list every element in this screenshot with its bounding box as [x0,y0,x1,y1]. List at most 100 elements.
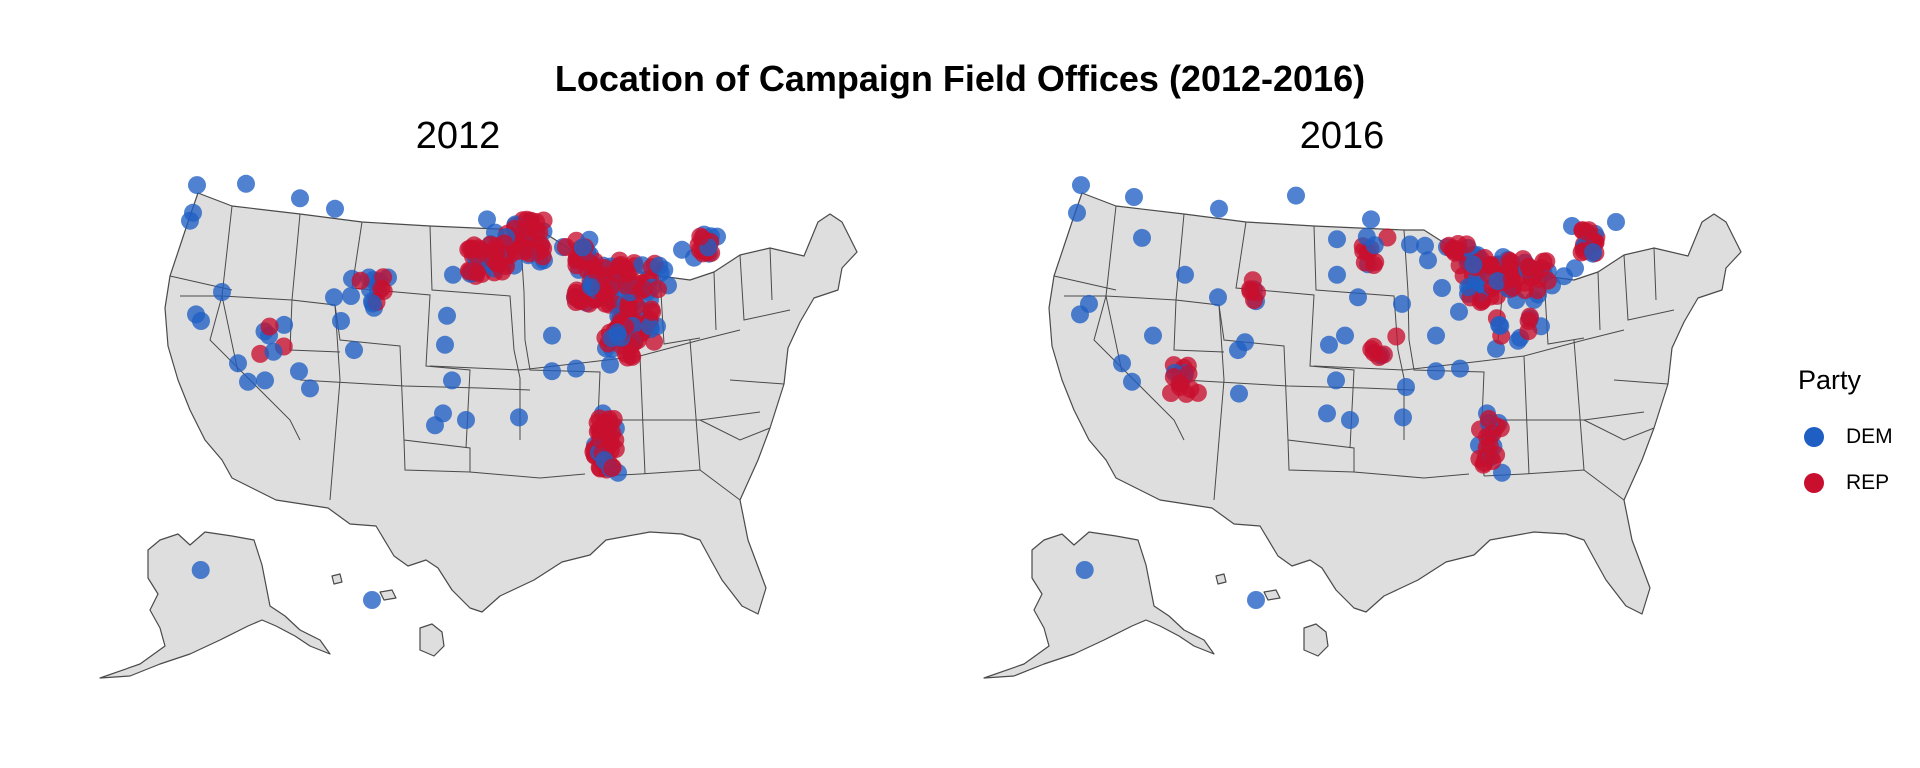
state-border [429,225,521,440]
chart-title: Location of Campaign Field Offices (2012… [554,58,1366,99]
state-border [1597,271,1601,331]
dem-office-point [239,372,257,391]
legend-title: Party [1798,365,1862,395]
dem-office-point [1459,278,1478,297]
dem-office-point [332,312,350,330]
dem-office-point [673,240,691,259]
dem-office-point [1318,404,1336,423]
dem-office-point [256,371,274,390]
legend-item-dem: DEM [1798,414,1908,460]
dem-office-point [1464,255,1483,274]
state-border [739,254,791,321]
dem-office-point [264,342,283,361]
dem-office-point [582,278,600,297]
dem-office-point [543,326,561,345]
state-border [1653,247,1657,301]
dem-office-point [1393,294,1411,313]
state-border [403,439,471,473]
dem-office-point [1451,359,1469,378]
state-border [713,271,717,331]
state-border [1583,419,1655,441]
state-border [689,339,701,471]
dem-office-point [1072,176,1090,195]
dem-office-point [181,211,199,230]
points-2012 [181,174,726,609]
hawaii-outline [1303,623,1329,657]
state-border [1623,254,1675,321]
dem-office-point [650,256,669,275]
state-border [1175,213,1470,479]
dem-office-point [1287,186,1305,205]
dem-office-point [510,408,528,427]
state-border [639,355,646,475]
dem-office-point [188,176,206,195]
dem-office-point [1357,227,1376,246]
rep-office-point [1444,241,1463,260]
dem-office-point [567,359,585,378]
alaska-outline [99,531,331,679]
conus-outline [1048,192,1742,615]
state-border [329,304,341,501]
dem-office-point [363,591,381,609]
dem-office-point [1394,408,1412,427]
dem-office-point [1362,210,1380,229]
dem-office-point [301,379,319,398]
rep-office-point [588,413,607,432]
rep-office-point [1520,307,1539,326]
rep-office-point [1364,337,1383,356]
dem-office-point [641,317,659,336]
dem-office-point [229,354,247,373]
alaska-outline [983,531,1215,679]
state-border [1213,304,1225,501]
state-border [1523,355,1530,475]
dem-office-point [1123,372,1141,391]
dem-office-point [1230,384,1248,403]
state-border [1613,379,1669,385]
rep-office-point [622,346,641,365]
legend: Party DEM REP [1798,365,1908,506]
points-2016 [1068,176,1625,609]
dem-office-point [326,199,344,218]
dem-office-point [1401,235,1419,254]
rep-office-point [642,300,661,319]
dem-office-point [1113,354,1131,373]
rep-office-point [374,282,393,301]
hawaii-islet [1263,589,1281,601]
dem-office-point [290,362,308,381]
dem-office-point [213,283,231,301]
state-border [1313,329,1625,371]
rep-office-point [251,344,270,363]
rep-office-point [1245,291,1263,310]
rep-office-point [1534,252,1553,271]
rep-office-point [1528,281,1547,300]
rep-office-point [556,238,575,256]
state-border [699,419,771,441]
legend-key-rep [1804,473,1824,493]
rep-office-point [1478,427,1496,446]
dem-office-point [1419,251,1437,270]
dem-office-point [1341,411,1359,429]
rep-office-point [520,244,539,263]
state-border [769,247,773,301]
rep-office-point [1243,271,1262,290]
dem-office-point [363,294,382,313]
dem-office-point [573,238,592,257]
panel-title-2016: 2016 [1299,115,1385,157]
dem-office-point [1336,326,1354,345]
state-border [1053,275,1117,291]
rep-office-point [463,240,482,259]
rep-office-point [1387,327,1406,346]
legend-label-dem: DEM [1846,425,1893,448]
hawaii-islet [379,589,397,601]
rep-office-point [1471,293,1490,312]
dem-office-point [1491,316,1510,335]
hawaii-outline [419,623,445,657]
legend-key-dem [1804,427,1824,447]
rep-office-point [530,223,549,242]
dem-office-point [1327,371,1345,390]
state-border [299,379,531,391]
dem-office-point [1397,378,1415,396]
rep-office-point [1482,256,1501,275]
dem-office-point [1607,213,1625,231]
dem-office-point [237,174,255,193]
